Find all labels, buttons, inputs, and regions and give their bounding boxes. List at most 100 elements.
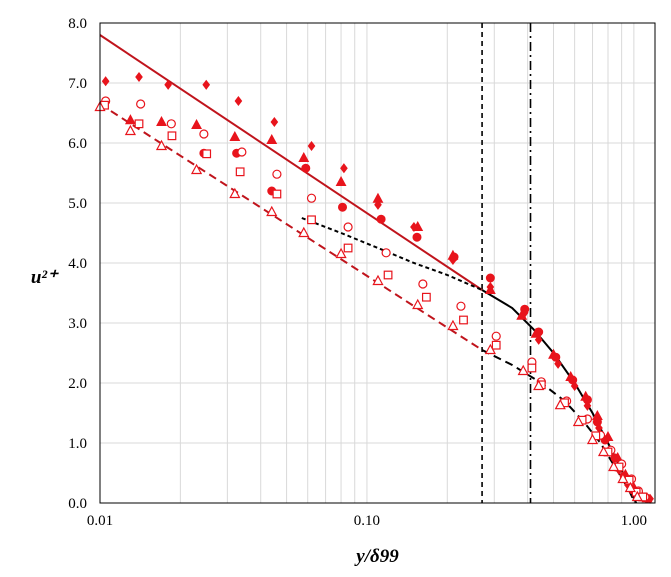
marker-diamond-filled (554, 358, 562, 369)
marker-square-open (272, 189, 282, 199)
marker-triangle-open (617, 472, 629, 484)
marker-circle-filled (551, 352, 561, 362)
marker-circle-open (491, 331, 501, 341)
marker-triangle-filled (298, 151, 310, 162)
marker-square-open (459, 315, 468, 325)
marker-circle-filled (534, 327, 544, 337)
marker-triangle-open (624, 481, 636, 493)
marker-diamond-filled (234, 95, 243, 107)
marker-triangle-open (229, 187, 241, 199)
marker-diamond-filled (202, 79, 211, 90)
marker-triangle-filled (335, 175, 347, 186)
marker-triangle-filled (266, 133, 278, 144)
marker-triangle-open (372, 274, 384, 286)
y-tick-label: 2.0 (68, 376, 87, 392)
marker-square-open (202, 149, 212, 159)
plot-frame (99, 22, 656, 504)
reference-lines (481, 23, 532, 503)
marker-triangle-open (155, 139, 168, 151)
marker-square-open (235, 167, 245, 177)
marker-circle-open (456, 301, 466, 311)
marker-circle-filled (610, 453, 620, 463)
marker-diamond-filled (583, 400, 592, 411)
marker-circle-filled (592, 417, 602, 427)
marker-square-open (383, 270, 393, 280)
marker-circle-open (136, 99, 146, 109)
marker-circle-filled (485, 273, 495, 283)
x-tick-label: 0.01 (87, 513, 113, 529)
y-tick-label: 6.0 (68, 136, 87, 152)
marker-diamond-filled (135, 71, 143, 83)
y-tick-label: 4.0 (68, 256, 87, 272)
marker-triangle-filled (191, 118, 202, 129)
marker-circle-filled (568, 375, 578, 385)
marker-triangle-open (517, 364, 529, 376)
marker-triangle-open (597, 445, 610, 457)
y-axis-ticks: 0.0 1.0 2.0 3.0 4.0 5.0 6.0 7.0 8.0 (68, 16, 87, 512)
marker-square-open (527, 363, 537, 373)
marker-diamond-filled (570, 380, 579, 392)
marker-square-open (134, 119, 144, 129)
curve-dotted-black (301, 217, 483, 291)
marker-square-open (491, 340, 501, 350)
marker-triangle-filled (484, 283, 496, 294)
curve-dashed-dark_red (99, 103, 483, 351)
marker-triangle-filled (516, 309, 528, 320)
marker-triangle-open (484, 343, 496, 355)
marker-triangle-open (298, 226, 310, 238)
marker-square-open (167, 131, 177, 141)
x-axis-ticks: 0.01 0.10 1.00 (87, 513, 647, 529)
marker-circle-open (199, 129, 209, 139)
y-tick-label: 5.0 (68, 196, 87, 212)
marker-triangle-open (533, 379, 545, 391)
marker-circle-open (418, 279, 428, 289)
marker-triangle-open (572, 415, 585, 427)
marker-diamond-filled (164, 79, 172, 90)
marker-circle-open (306, 193, 317, 203)
marker-circle-open (272, 169, 282, 179)
marker-triangle-open (266, 205, 278, 217)
marker-diamond-filled (101, 76, 110, 87)
y-tick-label: 8.0 (68, 16, 87, 32)
y-tick-label: 1.0 (68, 436, 87, 452)
marker-square-open (343, 243, 353, 253)
grid (99, 22, 655, 504)
marker-circle-filled (338, 202, 348, 212)
marker-circle-filled (412, 232, 422, 242)
marker-square-open (421, 292, 431, 302)
y-axis-title: u²⁺ (31, 267, 59, 288)
marker-triangle-open (447, 319, 459, 331)
x-axis-title: y/δ99 (354, 546, 399, 567)
marker-triangle-filled (229, 130, 241, 141)
curve-solid-dark_red (99, 34, 483, 291)
marker-triangle-open (412, 298, 424, 310)
marker-triangle-filled (412, 220, 424, 231)
marker-diamond-filled (270, 116, 279, 128)
y-tick-label: 7.0 (68, 76, 87, 92)
marker-circle-filled (520, 304, 530, 314)
curve-dashed-black (481, 349, 636, 504)
marker-triangle-open (190, 163, 203, 175)
marker-triangle-open (124, 124, 137, 136)
marker-triangle-open (554, 398, 566, 410)
marker-triangle-open (335, 247, 347, 259)
marker-triangle-open (586, 433, 599, 445)
y-tick-label: 0.0 (68, 496, 87, 512)
marker-triangle-filled (124, 114, 136, 125)
marker-triangle-filled (156, 115, 167, 126)
x-tick-label: 1.00 (621, 513, 647, 529)
marker-circle-open (381, 248, 391, 258)
data-points (94, 71, 654, 504)
marker-circle-filled (301, 163, 311, 173)
marker-circle-filled (582, 395, 592, 405)
marker-triangle-filled (372, 192, 384, 203)
marker-circle-open (343, 222, 353, 232)
marker-triangle-open (631, 490, 643, 502)
marker-diamond-filled (340, 163, 348, 174)
marker-diamond-filled (307, 140, 316, 152)
marker-circle-filled (449, 252, 459, 262)
marker-square-open (307, 215, 316, 225)
y-tick-label: 3.0 (68, 316, 87, 332)
marker-circle-filled (376, 214, 386, 224)
